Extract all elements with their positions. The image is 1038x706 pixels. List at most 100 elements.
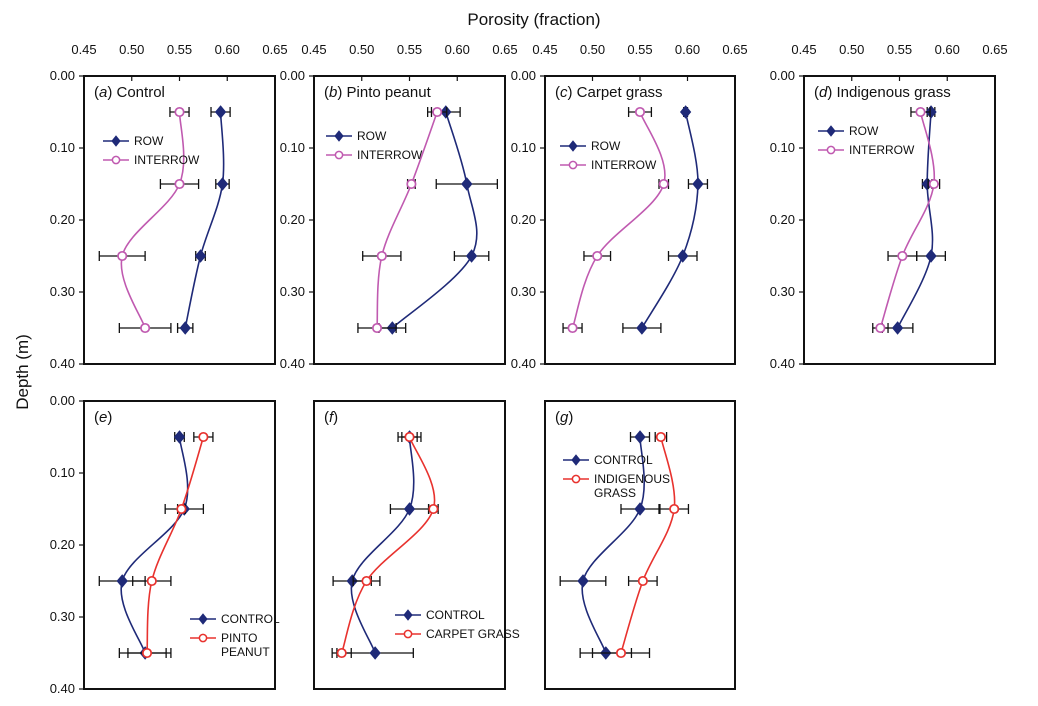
x-tick-label: 0.65 xyxy=(492,42,517,57)
series-line xyxy=(184,111,225,329)
data-point xyxy=(336,647,347,659)
data-point xyxy=(179,321,191,335)
legend-label: CONTROL xyxy=(426,608,485,622)
data-point xyxy=(634,430,646,444)
legend-label-line: CONTROL xyxy=(594,453,653,467)
legend-label: CARPET GRASS xyxy=(426,627,520,641)
x-tick-label: 0.60 xyxy=(445,42,470,57)
panel-label-close: ) xyxy=(568,84,573,101)
legend-label: ROW xyxy=(849,124,879,138)
series-line xyxy=(146,436,205,654)
y-tick-label: 0.40 xyxy=(50,356,75,371)
data-point xyxy=(915,106,926,118)
series-line xyxy=(120,111,185,329)
plot-frame xyxy=(544,400,736,690)
legend-marker xyxy=(568,160,578,170)
x-tick-label: 0.65 xyxy=(722,42,747,57)
data-point xyxy=(925,105,937,119)
y-tick-label: 0.40 xyxy=(770,356,795,371)
data-point xyxy=(371,322,383,334)
data-point xyxy=(194,249,207,263)
y-tick-label: 0.20 xyxy=(280,212,305,227)
panel-a: 0.45 0.50 0.55 0.60 0.65 0.00 0.10 0.20 0.30 0.40… xyxy=(50,42,288,371)
panel-label: (e) xyxy=(94,409,112,426)
legend-label: ROW xyxy=(134,134,164,148)
legend-label: INDIGENOUS GRASS xyxy=(594,472,670,500)
panel-label-open: ( xyxy=(814,84,819,101)
y-tick-label: 0.10 xyxy=(50,140,75,155)
data-point xyxy=(174,178,185,190)
panel-label-close: ) xyxy=(107,409,112,426)
data-point xyxy=(567,322,578,334)
legend-label-line: CONTROL xyxy=(221,612,280,626)
data-point xyxy=(214,105,227,119)
data-point xyxy=(432,106,443,118)
panel-d: 0.45 0.50 0.55 0.60 0.65 0.00 0.10 0.20 0.30 0.40… xyxy=(770,42,1008,371)
panel-letter: b xyxy=(329,84,337,101)
y-tick-label: 0.20 xyxy=(770,212,795,227)
y-axis-title: Depth (m) xyxy=(13,334,32,410)
data-point xyxy=(925,249,937,263)
panel-label-open: ( xyxy=(94,84,99,101)
legend-marker xyxy=(826,145,836,155)
legend-label-line: ROW xyxy=(849,124,879,138)
x-axis-title: Porosity (fraction) xyxy=(467,10,600,29)
plot-frame xyxy=(313,75,506,365)
panel-label-open: ( xyxy=(94,409,99,426)
x-tick-label: 0.55 xyxy=(627,42,652,57)
panel-g: (g) CONTROL INDIGENOUS GRASS xyxy=(544,400,736,690)
data-point xyxy=(577,574,589,588)
legend-marker xyxy=(334,130,344,142)
legend-marker xyxy=(571,474,581,484)
legend-label-line: CARPET GRASS xyxy=(426,627,520,641)
data-point xyxy=(461,177,473,191)
y-tick-label: 0.40 xyxy=(511,356,536,371)
data-point xyxy=(141,647,153,659)
panel-label: (b) Pinto peanut xyxy=(324,84,432,101)
panel-title: Control xyxy=(112,84,165,101)
series-line xyxy=(120,436,189,654)
series-line xyxy=(350,436,415,654)
panel-b: 0.45 0.50 0.55 0.60 0.65 0.00 0.10 0.20 0.30 0.40… xyxy=(280,42,518,371)
panel-label-open: ( xyxy=(324,409,329,426)
legend-label: CONTROL xyxy=(221,612,280,626)
panel-letter: d xyxy=(819,84,828,101)
y-tick-label: 0.30 xyxy=(511,284,536,299)
panel-label-close: ) xyxy=(107,84,112,101)
data-point xyxy=(875,322,886,334)
x-tick-label: 0.50 xyxy=(349,42,374,57)
legend-label-line: PINTO xyxy=(221,631,257,645)
panel-c: 0.45 0.50 0.55 0.60 0.65 0.00 0.10 0.20 0.30 0.40… xyxy=(511,42,748,371)
series-line xyxy=(641,111,699,329)
data-point xyxy=(346,574,358,588)
y-tick-label: 0.20 xyxy=(50,212,75,227)
legend-label-line: ROW xyxy=(134,134,164,148)
data-point xyxy=(216,177,229,191)
y-tick-label: 0.30 xyxy=(50,609,75,624)
x-tick-label: 0.45 xyxy=(791,42,816,57)
panel-letter: f xyxy=(329,409,335,426)
data-point xyxy=(634,502,646,516)
x-tick-label: 0.50 xyxy=(119,42,144,57)
panel-f: (f) CONTROL CARPET GRASS xyxy=(313,400,520,690)
panel-label: (c) Carpet grass xyxy=(555,84,663,101)
legend-label-line: ROW xyxy=(357,129,387,143)
legend-marker xyxy=(198,613,208,625)
y-tick-label: 0.00 xyxy=(50,393,75,408)
data-point xyxy=(636,321,648,335)
data-point xyxy=(897,250,908,262)
data-point xyxy=(658,178,669,190)
plot-frame xyxy=(803,75,996,365)
y-tick-label: 0.30 xyxy=(50,284,75,299)
legend-marker xyxy=(826,125,836,137)
data-point xyxy=(592,250,603,262)
data-point xyxy=(677,249,689,263)
data-point xyxy=(891,321,904,335)
y-tick-label: 0.40 xyxy=(50,681,75,696)
legend-label: PINTO PEANUT xyxy=(221,631,270,659)
data-point xyxy=(176,503,187,515)
legend-label: CONTROL xyxy=(594,453,653,467)
data-point xyxy=(116,574,128,588)
legend-marker xyxy=(111,155,121,165)
legend-label: ROW xyxy=(357,129,387,143)
